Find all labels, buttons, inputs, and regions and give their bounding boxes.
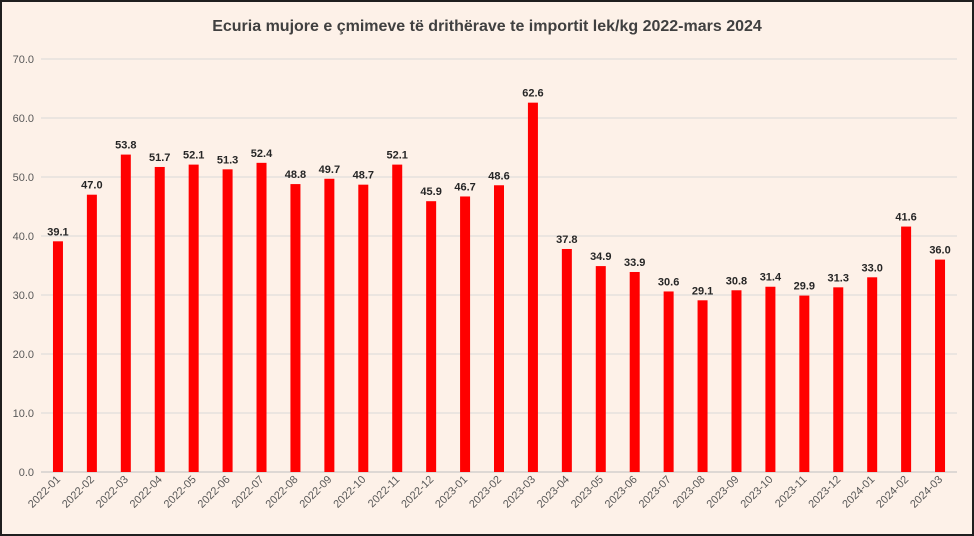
data-label: 39.1 xyxy=(47,226,68,238)
data-label: 52.4 xyxy=(251,148,273,160)
data-label: 51.7 xyxy=(149,152,170,164)
bar xyxy=(799,295,810,472)
bar xyxy=(765,286,776,472)
x-tick-label: 2023-08 xyxy=(671,474,708,511)
chart-title: Ecuria mujore e çmimeve të drithërave te… xyxy=(212,18,762,35)
data-label: 48.8 xyxy=(285,169,306,181)
x-tick-label: 2024-01 xyxy=(840,474,877,511)
y-tick-label: 70.0 xyxy=(13,54,34,66)
data-label: 62.6 xyxy=(522,88,543,100)
x-tick-label: 2023-02 xyxy=(467,474,504,511)
x-tick-label: 2023-07 xyxy=(637,474,674,511)
y-tick-label: 30.0 xyxy=(13,290,34,302)
x-tick-label: 2022-03 xyxy=(94,474,131,511)
x-tick-label: 2023-10 xyxy=(738,474,775,511)
data-label: 31.4 xyxy=(760,272,782,284)
bar xyxy=(120,154,131,472)
bar xyxy=(358,184,369,473)
x-tick-label: 2023-01 xyxy=(433,474,470,511)
y-tick-label: 40.0 xyxy=(13,231,34,243)
bar xyxy=(697,300,708,472)
y-tick-label: 10.0 xyxy=(13,408,34,420)
x-tick-label: 2023-06 xyxy=(603,474,640,511)
data-label: 48.7 xyxy=(353,170,374,182)
bar xyxy=(527,102,538,472)
bar xyxy=(663,291,674,472)
data-label: 51.3 xyxy=(217,154,238,166)
bar xyxy=(629,271,640,472)
x-tick-label: 2022-10 xyxy=(331,474,368,511)
data-label: 31.3 xyxy=(828,272,849,284)
bar xyxy=(595,266,606,472)
x-tick-label: 2023-05 xyxy=(569,474,606,511)
data-label: 52.1 xyxy=(183,150,204,162)
y-tick-label: 60.0 xyxy=(13,113,34,125)
bar xyxy=(426,201,437,472)
x-tick-label: 2022-06 xyxy=(196,474,233,511)
data-label: 30.8 xyxy=(726,275,747,287)
x-tick-label: 2024-03 xyxy=(908,474,945,511)
x-tick-label: 2023-12 xyxy=(806,474,843,511)
bar xyxy=(256,162,267,472)
data-label: 52.1 xyxy=(387,150,408,162)
bar xyxy=(901,226,912,472)
data-label: 29.9 xyxy=(794,281,815,293)
data-label: 49.7 xyxy=(319,164,340,176)
bar xyxy=(392,164,403,473)
x-tick-label: 2022-02 xyxy=(60,474,97,511)
bar xyxy=(867,277,878,472)
x-tick-label: 2022-08 xyxy=(264,474,301,511)
bar xyxy=(222,169,233,472)
data-label: 46.7 xyxy=(454,181,475,193)
bar xyxy=(561,248,572,472)
x-tick-label: 2022-07 xyxy=(230,474,267,511)
bar xyxy=(324,178,335,472)
data-label: 41.6 xyxy=(895,212,916,224)
x-tick-label: 2022-12 xyxy=(399,474,436,511)
x-tick-label: 2024-02 xyxy=(874,474,911,511)
data-label: 36.0 xyxy=(929,245,950,257)
data-label: 37.8 xyxy=(556,234,577,246)
data-label: 33.9 xyxy=(624,257,645,269)
x-tick-label: 2022-04 xyxy=(128,474,165,511)
data-label: 34.9 xyxy=(590,251,611,263)
bar xyxy=(494,185,504,472)
y-tick-label: 0.0 xyxy=(19,467,34,479)
data-label: 45.9 xyxy=(420,186,441,198)
bar xyxy=(935,259,946,472)
data-label: 47.0 xyxy=(81,180,102,192)
x-tick-label: 2022-11 xyxy=(366,474,402,510)
bar xyxy=(188,164,199,473)
x-tick-label: 2023-11 xyxy=(773,474,809,510)
y-tick-label: 20.0 xyxy=(13,349,34,361)
bar xyxy=(86,194,97,472)
bar xyxy=(290,184,301,472)
bar xyxy=(154,166,165,472)
data-label: 30.6 xyxy=(658,276,679,288)
data-label: 53.8 xyxy=(115,140,136,152)
x-tick-label: 2022-09 xyxy=(297,474,334,511)
y-tick-label: 50.0 xyxy=(13,172,34,184)
bar xyxy=(460,196,471,472)
data-label: 29.1 xyxy=(692,285,713,297)
x-tick-label: 2023-09 xyxy=(705,474,742,511)
bar xyxy=(52,241,63,472)
data-label: 48.6 xyxy=(488,170,509,182)
bar xyxy=(731,290,742,472)
bar xyxy=(833,287,844,472)
data-label: 33.0 xyxy=(861,262,882,274)
x-tick-label: 2023-04 xyxy=(535,474,572,511)
x-tick-label: 2022-05 xyxy=(162,474,199,511)
x-tick-label: 2022-01 xyxy=(26,474,63,511)
x-tick-label: 2023-03 xyxy=(501,474,538,511)
